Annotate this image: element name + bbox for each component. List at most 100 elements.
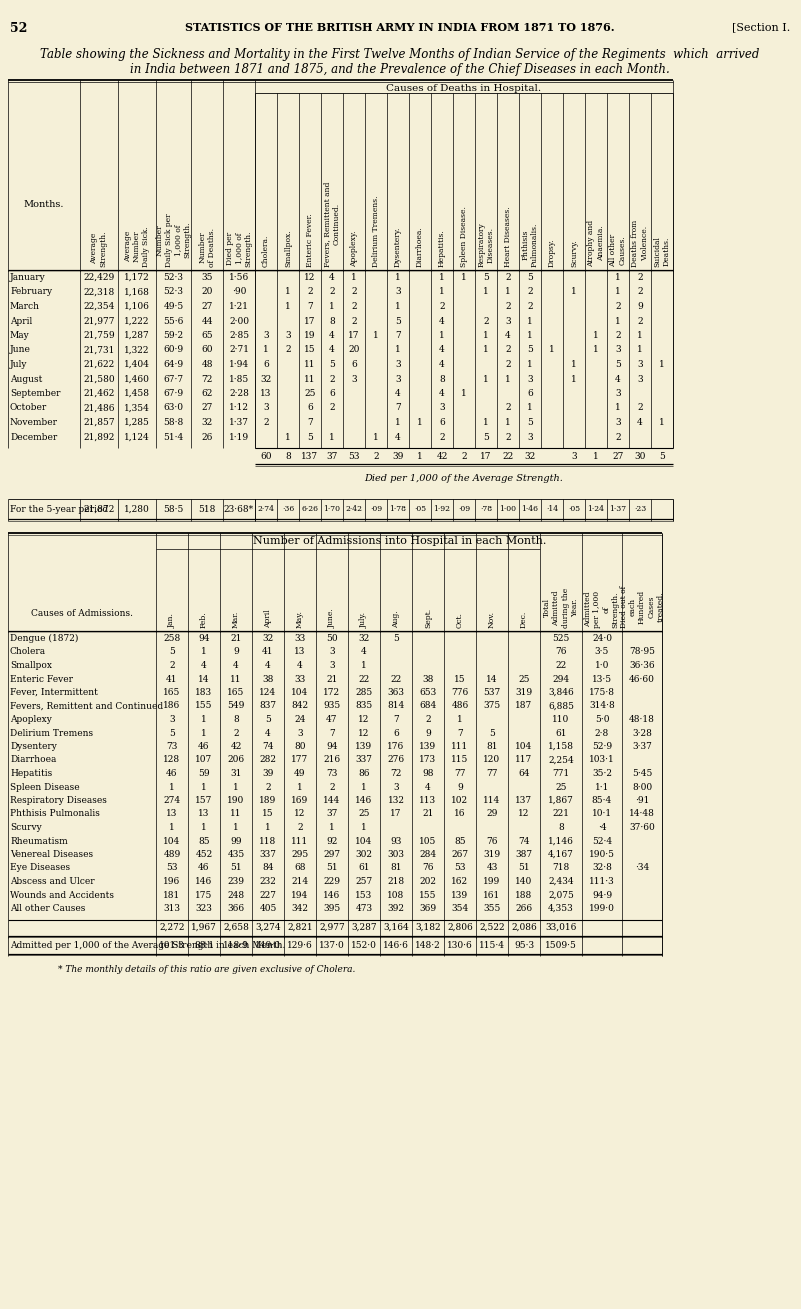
Text: 175·8: 175·8: [589, 689, 615, 696]
Text: 128: 128: [163, 755, 180, 764]
Text: Cholera: Cholera: [10, 648, 46, 657]
Text: 102: 102: [452, 796, 469, 805]
Text: 46: 46: [199, 742, 210, 751]
Text: 93: 93: [390, 836, 401, 846]
Text: Died out of
each
Hundred
Cases
treated.: Died out of each Hundred Cases treated.: [620, 585, 664, 628]
Text: 2: 2: [615, 302, 621, 312]
Text: 190·5: 190·5: [589, 850, 615, 859]
Text: 319: 319: [515, 689, 533, 696]
Text: 7: 7: [395, 331, 400, 340]
Text: 5: 5: [489, 729, 495, 737]
Text: 11: 11: [230, 674, 242, 683]
Text: 837: 837: [260, 702, 276, 711]
Text: [Section I.: [Section I.: [732, 22, 790, 31]
Text: 20: 20: [201, 288, 213, 297]
Text: Abscess and Ulcer: Abscess and Ulcer: [10, 877, 95, 886]
Text: 2,086: 2,086: [511, 923, 537, 932]
Text: 1·94: 1·94: [229, 360, 249, 369]
Text: Suicidal
Deaths.: Suicidal Deaths.: [654, 236, 670, 267]
Text: 1: 1: [361, 823, 367, 833]
Text: 84: 84: [262, 864, 274, 873]
Text: 11: 11: [304, 374, 316, 384]
Text: 2: 2: [505, 346, 511, 355]
Text: 4: 4: [637, 418, 643, 427]
Text: 1,146: 1,146: [548, 836, 574, 846]
Text: 15: 15: [304, 346, 316, 355]
Text: 405: 405: [260, 905, 276, 912]
Text: 196: 196: [163, 877, 180, 886]
Text: 77: 77: [454, 768, 465, 778]
Text: 38: 38: [422, 674, 433, 683]
Text: 58·5: 58·5: [163, 505, 183, 514]
Text: 177: 177: [292, 755, 308, 764]
Text: 50: 50: [326, 634, 338, 643]
Text: 1,967: 1,967: [191, 923, 217, 932]
Text: 2: 2: [505, 360, 511, 369]
Text: 132: 132: [388, 796, 405, 805]
Text: 4: 4: [361, 648, 367, 657]
Text: 21,872: 21,872: [83, 505, 115, 514]
Text: 2: 2: [265, 783, 271, 792]
Text: 355: 355: [483, 905, 501, 912]
Text: 1: 1: [483, 418, 489, 427]
Text: 111: 111: [292, 836, 308, 846]
Text: 43: 43: [486, 864, 497, 873]
Text: 137: 137: [515, 796, 533, 805]
Text: ·09: ·09: [370, 505, 382, 513]
Text: 285: 285: [356, 689, 372, 696]
Text: 152·0: 152·0: [351, 940, 377, 949]
Text: 2: 2: [329, 374, 335, 384]
Text: 146: 146: [195, 877, 212, 886]
Text: 130·6: 130·6: [447, 940, 473, 949]
Text: Delirium Tremens.: Delirium Tremens.: [372, 195, 380, 267]
Text: Admitted per 1,000 of the Average Strength in each Month.: Admitted per 1,000 of the Average Streng…: [10, 940, 285, 949]
Text: 22,354: 22,354: [83, 302, 115, 312]
Text: 3: 3: [637, 360, 643, 369]
Text: Scurvy.: Scurvy.: [570, 240, 578, 267]
Text: 12: 12: [358, 729, 370, 737]
Text: 52·3: 52·3: [163, 274, 183, 281]
Text: 161: 161: [483, 890, 501, 899]
Text: 1: 1: [201, 823, 207, 833]
Text: 3: 3: [615, 346, 621, 355]
Text: 110: 110: [553, 715, 570, 724]
Text: 15: 15: [262, 809, 274, 818]
Text: 1·92: 1·92: [433, 505, 450, 513]
Text: 935: 935: [324, 702, 340, 711]
Text: 239: 239: [227, 877, 244, 886]
Text: Dropsy.: Dropsy.: [548, 238, 556, 267]
Text: 1: 1: [233, 823, 239, 833]
Text: 1·56: 1·56: [229, 274, 249, 281]
Text: 1: 1: [329, 432, 335, 441]
Text: 2,658: 2,658: [223, 923, 249, 932]
Text: 63·0: 63·0: [163, 403, 183, 412]
Text: 1: 1: [297, 783, 303, 792]
Text: 175: 175: [195, 890, 213, 899]
Text: 4: 4: [505, 331, 511, 340]
Text: 1·00: 1·00: [500, 505, 517, 513]
Text: 1509·5: 1509·5: [545, 940, 577, 949]
Text: 206: 206: [227, 755, 244, 764]
Text: 314·8: 314·8: [589, 702, 615, 711]
Text: 5: 5: [169, 648, 175, 657]
Text: 274: 274: [163, 796, 180, 805]
Text: 24·0: 24·0: [592, 634, 612, 643]
Text: 17: 17: [348, 331, 360, 340]
Text: 52·9: 52·9: [592, 742, 612, 751]
Text: 173: 173: [420, 755, 437, 764]
Text: 4: 4: [439, 346, 445, 355]
Text: May: May: [10, 331, 30, 340]
Text: 363: 363: [388, 689, 405, 696]
Text: 85: 85: [454, 836, 466, 846]
Text: 104: 104: [292, 689, 308, 696]
Text: 27: 27: [201, 302, 213, 312]
Text: Heart Diseases.: Heart Diseases.: [504, 207, 512, 267]
Text: June.: June.: [328, 609, 336, 628]
Text: 1: 1: [395, 302, 400, 312]
Text: 1: 1: [329, 823, 335, 833]
Text: 19: 19: [304, 331, 316, 340]
Text: Diarrhoea: Diarrhoea: [10, 755, 56, 764]
Text: 129·6: 129·6: [287, 940, 313, 949]
Text: 1·70: 1·70: [324, 505, 340, 513]
Text: 1·37: 1·37: [610, 505, 626, 513]
